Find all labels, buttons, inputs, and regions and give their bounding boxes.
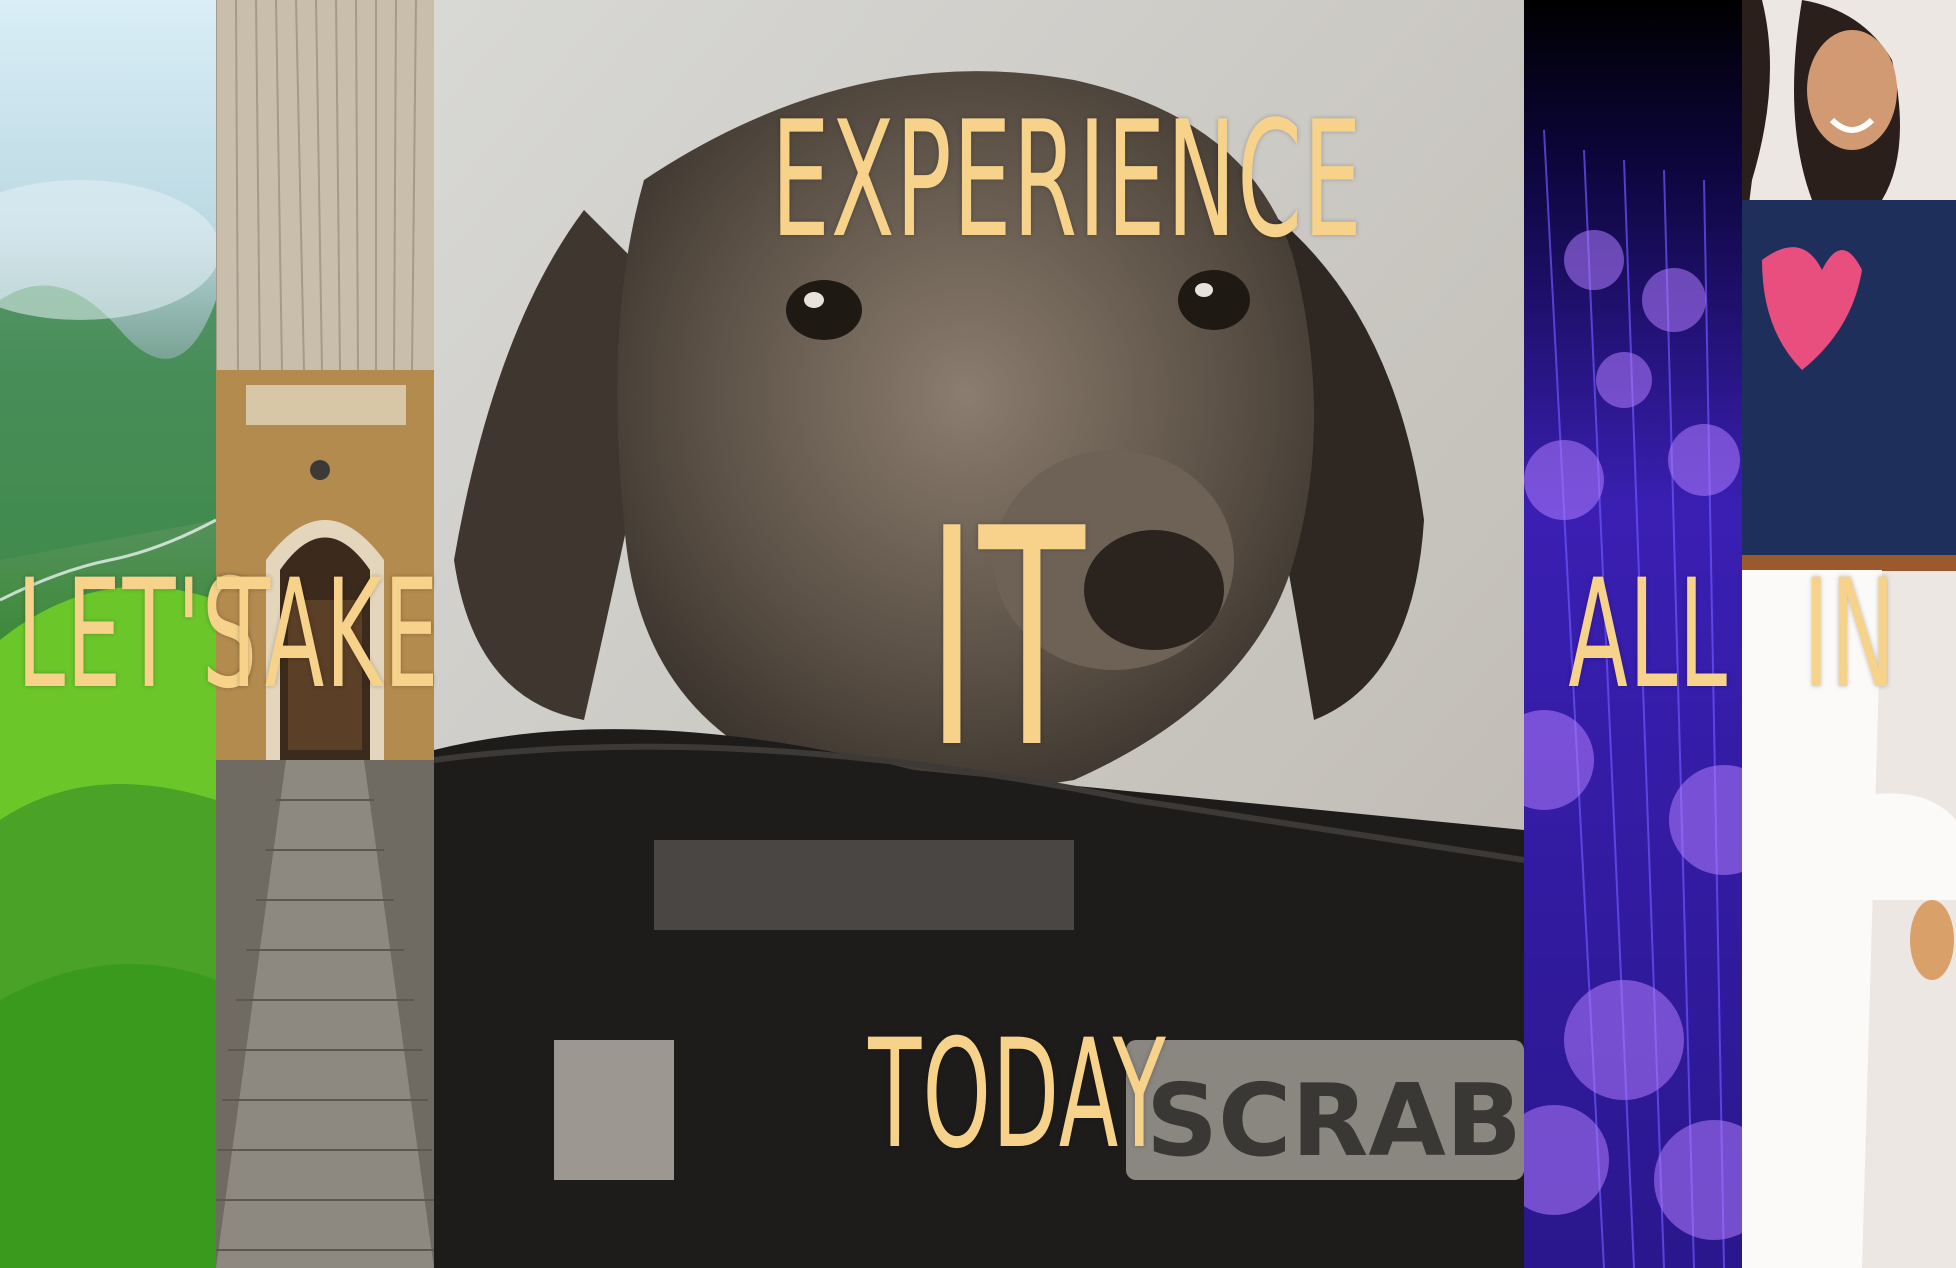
boardwalk-panel [216, 0, 434, 1268]
word-take: TAKE [217, 548, 440, 722]
model-panel [1742, 0, 1956, 1268]
fiber-panel [1524, 0, 1742, 1268]
word-lets: LET'S [16, 548, 259, 722]
mountain-valley-image [0, 0, 216, 1268]
mountain-panel [0, 0, 216, 1268]
smiling-woman-image [1742, 0, 1956, 1268]
word-in: IN [1803, 548, 1897, 722]
dog-on-board-game-image: SCRAB [434, 0, 1524, 1268]
word-it: IT [926, 465, 1087, 814]
word-all: ALL [1568, 548, 1729, 722]
dog-panel: SCRAB [434, 0, 1524, 1268]
word-today: TODAY [868, 1008, 1167, 1182]
fiber-optic-lights-image [1524, 0, 1742, 1268]
word-experience: EXPERIENCE [771, 86, 1363, 273]
scrabble-box-text: SCRAB [1146, 1062, 1522, 1179]
boardwalk-doorway-image [216, 0, 434, 1268]
